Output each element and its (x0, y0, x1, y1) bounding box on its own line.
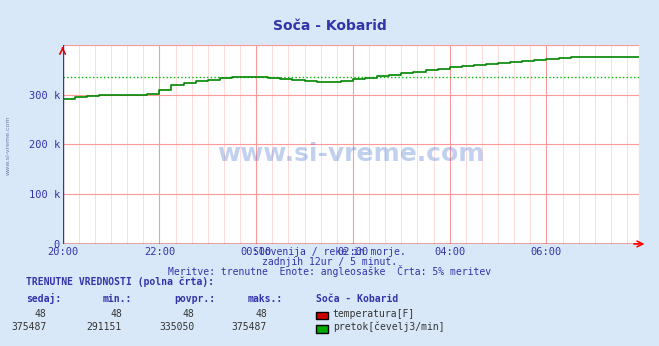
Text: Meritve: trenutne  Enote: angleosaške  Črta: 5% meritev: Meritve: trenutne Enote: angleosaške Črt… (168, 265, 491, 277)
Text: maks.:: maks.: (247, 294, 282, 304)
Text: TRENUTNE VREDNOSTI (polna črta):: TRENUTNE VREDNOSTI (polna črta): (26, 277, 214, 288)
Text: www.si-vreme.com: www.si-vreme.com (217, 143, 484, 166)
Text: sedaj:: sedaj: (26, 293, 61, 304)
Text: temperatura[F]: temperatura[F] (333, 309, 415, 319)
Text: Slovenija / reke in morje.: Slovenija / reke in morje. (253, 247, 406, 257)
Text: 48: 48 (34, 309, 46, 319)
Text: min.:: min.: (102, 294, 132, 304)
Text: 291151: 291151 (87, 322, 122, 332)
Text: 48: 48 (255, 309, 267, 319)
Text: pretok[čevelj3/min]: pretok[čevelj3/min] (333, 321, 444, 332)
Text: zadnjih 12ur / 5 minut.: zadnjih 12ur / 5 minut. (262, 257, 397, 267)
Text: www.si-vreme.com: www.si-vreme.com (5, 116, 11, 175)
Text: 48: 48 (183, 309, 194, 319)
Text: 48: 48 (110, 309, 122, 319)
Text: 375487: 375487 (11, 322, 46, 332)
Text: Soča - Kobarid: Soča - Kobarid (316, 294, 399, 304)
Text: 335050: 335050 (159, 322, 194, 332)
Text: povpr.:: povpr.: (175, 294, 215, 304)
Text: Soča - Kobarid: Soča - Kobarid (273, 19, 386, 33)
Text: 375487: 375487 (232, 322, 267, 332)
